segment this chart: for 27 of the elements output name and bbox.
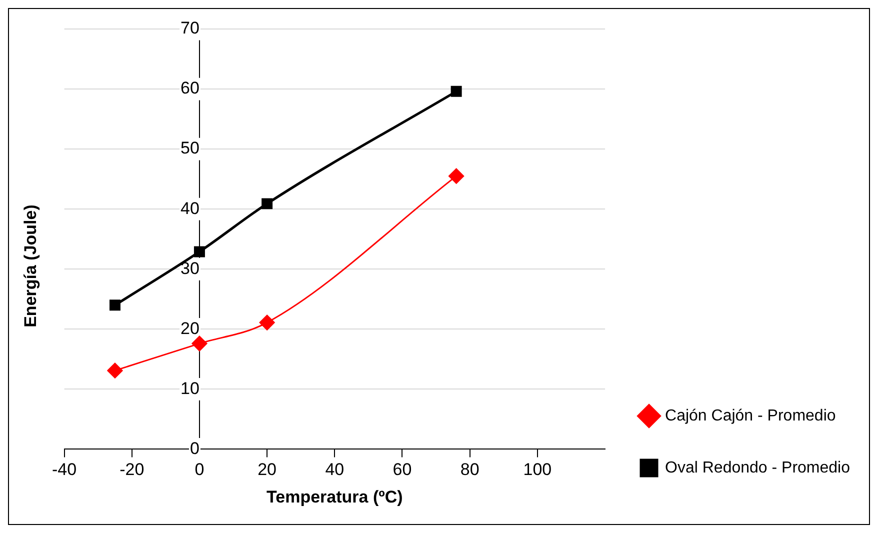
point [109,300,120,311]
x-tick-label: -40 [52,460,77,480]
y-tick-label: 30 [180,258,200,278]
x-tick-label: 20 [258,460,277,480]
x-axis-title: Temperatura (ºC) [266,487,403,506]
point [259,314,275,330]
x-tick-label: 60 [392,460,412,480]
y-tick-label: 70 [180,18,200,38]
y-tick-label: 0 [190,438,200,458]
point [192,336,208,352]
y-tick-label: 20 [180,318,200,338]
x-tick-label: 100 [523,460,552,480]
point [450,86,462,97]
y-tick-label: 40 [180,198,200,218]
x-tick-label: -20 [120,460,144,480]
point [448,168,464,184]
y-tick-label: 50 [180,138,200,158]
legend-label: Oval Redondo - Promedio [665,459,850,476]
y-tick-label: 60 [180,78,200,98]
point [107,362,123,378]
x-tick-label: 40 [325,460,344,480]
x-tick-label: 80 [460,460,480,480]
point [194,246,205,258]
legend-label: Cajón Cajón - Promedio [665,407,836,424]
point [262,198,273,210]
y-tick-label: 10 [180,378,200,398]
y-axis-title: Energía (Joule) [21,204,41,328]
